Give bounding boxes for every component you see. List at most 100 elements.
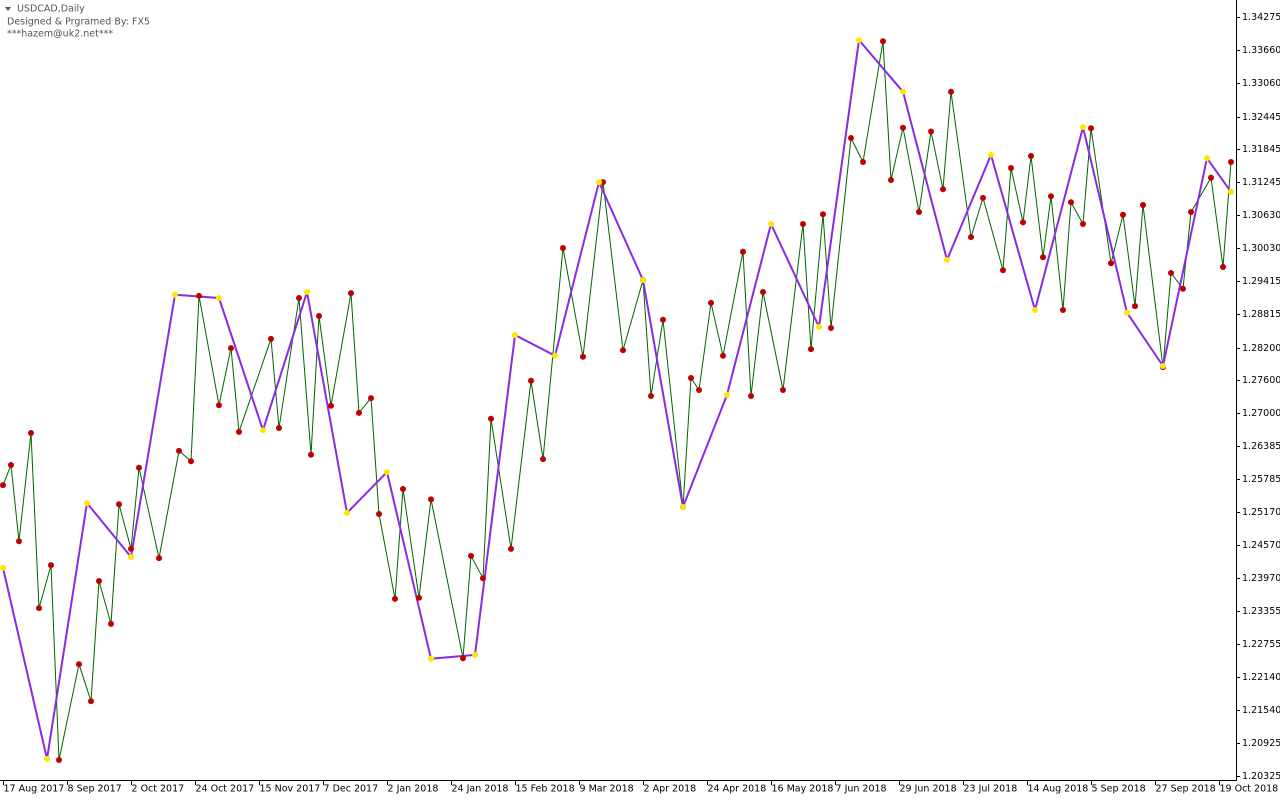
pivot-dot <box>276 425 282 432</box>
pivot-dot <box>344 509 350 516</box>
pivot-dot <box>820 211 826 218</box>
pivot-dot <box>1228 188 1234 195</box>
pivot-dot <box>708 299 714 306</box>
pivot-dot <box>760 289 766 296</box>
pivot-dot <box>172 291 178 298</box>
pivot-dot <box>1080 221 1086 228</box>
pivot-dot <box>740 248 746 255</box>
pivot-dot <box>968 234 974 241</box>
pivot-dot <box>696 386 702 393</box>
y-tick-label: 1.25785 <box>1242 474 1280 485</box>
pivot-dot <box>1068 199 1074 206</box>
pivot-dot <box>688 375 694 382</box>
pivot-dot <box>236 428 242 435</box>
pivot-dot <box>780 386 786 393</box>
pivot-dot <box>828 324 834 331</box>
pivot-dot <box>128 554 134 561</box>
pivot-dot <box>316 312 322 319</box>
pivot-dot <box>308 451 314 458</box>
y-tick-label: 1.20925 <box>1242 738 1280 749</box>
pivot-dot <box>108 620 114 627</box>
pivot-dot <box>428 496 434 503</box>
pivot-dot <box>1048 193 1054 200</box>
x-tick-label: 19 Oct 2018 <box>1220 784 1279 795</box>
y-tick-label: 1.20325 <box>1242 771 1280 782</box>
pivot-dot <box>1208 174 1214 181</box>
pivot-dot <box>748 392 754 399</box>
pivot-dot <box>88 698 94 705</box>
pivot-dot <box>428 655 434 662</box>
pivot-dot <box>392 595 398 602</box>
pivot-dot <box>0 482 6 489</box>
x-tick-label: 27 Sep 2018 <box>1156 784 1216 795</box>
y-tick-label: 1.34275 <box>1242 12 1280 23</box>
pivot-dot <box>136 464 142 471</box>
pivot-dot <box>472 651 478 658</box>
y-tick-label: 1.21540 <box>1242 705 1280 716</box>
pivot-dot <box>1060 306 1066 313</box>
pivot-dot <box>56 756 62 763</box>
x-tick-label: 2 Apr 2018 <box>644 784 697 795</box>
pivot-dot <box>1088 125 1094 132</box>
pivot-dot <box>1000 267 1006 274</box>
pivot-dot <box>940 186 946 193</box>
pivot-dot <box>176 447 182 454</box>
x-tick-label: 23 Jul 2018 <box>964 784 1018 795</box>
pivot-dot <box>48 562 54 569</box>
pivot-dot <box>916 209 922 216</box>
pivot-dot <box>1220 264 1226 271</box>
pivot-dot <box>660 316 666 323</box>
pivot-dot <box>980 194 986 201</box>
pivot-dot <box>1188 209 1194 216</box>
pivot-dot <box>0 564 6 571</box>
y-tick-label: 1.27600 <box>1242 375 1280 386</box>
pivot-dot <box>216 402 222 409</box>
x-tick-label: 7 Jun 2018 <box>836 784 887 795</box>
y-tick-label: 1.25170 <box>1242 507 1280 518</box>
pivot-dot <box>356 409 362 416</box>
pivot-dot <box>620 347 626 354</box>
pivot-dot <box>680 503 686 510</box>
y-tick-label: 1.23355 <box>1242 606 1280 617</box>
x-tick-label: 2 Jan 2018 <box>388 784 439 795</box>
y-tick-label: 1.27000 <box>1242 408 1280 419</box>
pivot-dot <box>216 295 222 302</box>
x-tick-label: 17 Aug 2017 <box>4 784 65 795</box>
pivot-dot <box>156 555 162 562</box>
x-tick-label: 9 Mar 2018 <box>580 784 634 795</box>
pivot-dot <box>480 575 486 582</box>
pivot-dot <box>1040 254 1046 261</box>
y-tick-label: 1.22140 <box>1242 672 1280 683</box>
zigzag-line <box>2 39 1232 760</box>
x-tick-label: 15 Feb 2018 <box>516 784 575 795</box>
pivot-dot <box>596 179 602 186</box>
pivot-dot <box>856 37 862 44</box>
pivot-dot <box>724 391 730 398</box>
pivot-dot <box>304 289 310 296</box>
pivot-dot <box>296 295 302 302</box>
pivot-dot <box>720 352 726 359</box>
pivot-dot <box>400 485 406 492</box>
pivot-dot <box>348 290 354 297</box>
pivot-dot <box>1132 303 1138 310</box>
pivot-dot <box>328 402 334 409</box>
pivot-dot <box>900 124 906 131</box>
pivot-dot <box>384 469 390 476</box>
pivot-dot <box>1008 164 1014 171</box>
pivot-dot <box>928 128 934 135</box>
pivot-dot <box>368 395 374 402</box>
pivot-dot <box>44 755 50 762</box>
x-tick-label: 24 Oct 2017 <box>196 784 255 795</box>
pivot-dot <box>1228 158 1234 165</box>
collapse-arrow[interactable] <box>5 7 11 11</box>
zigzag-line <box>2 40 1232 761</box>
pivot-dot <box>76 661 82 668</box>
y-tick-label: 1.33060 <box>1242 78 1280 89</box>
pivot-dot <box>900 88 906 95</box>
x-tick-label: 2 Oct 2017 <box>132 784 185 795</box>
y-tick-label: 1.29415 <box>1242 276 1280 287</box>
plot-area <box>0 37 1234 763</box>
pivot-dot <box>860 158 866 165</box>
